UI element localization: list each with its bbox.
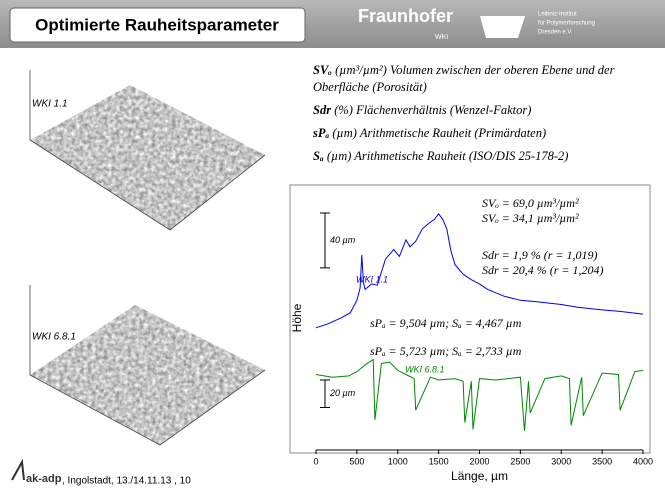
x-tick-label: 1000 <box>388 456 408 466</box>
x-tick-label: 3500 <box>592 456 612 466</box>
footer-logo: ak-adp <box>26 473 62 485</box>
y-axis-label: Höhe <box>290 303 304 332</box>
logo-ipf-text: Dresden e.V. <box>538 30 573 36</box>
x-tick-label: 0 <box>313 456 318 466</box>
annotation: SVₒ = 34,1 µm³/µm² <box>482 211 579 225</box>
annotation: SVₒ = 69,0 µm³/µm² <box>482 196 579 210</box>
sample-label: WKI 6.8.1 <box>32 332 76 343</box>
logo-ipf <box>480 16 525 38</box>
annotation: sPₐ = 5,723 µm; Sₐ = 2,733 µm <box>370 344 522 358</box>
logo-ipf-text: für Polymerforschung <box>538 21 595 27</box>
definition: SVₒ (µm³/µm²) Volumen zwischen der obere… <box>313 62 658 96</box>
logo-fraunhofer: Fraunhofer <box>358 6 453 26</box>
symbol: Sdr <box>313 103 331 117</box>
definitions: SVₒ (µm³/µm²) Volumen zwischen der obere… <box>313 62 658 171</box>
annotation: Sdr = 20,4 % (r = 1,204) <box>482 263 604 277</box>
x-tick-label: 2500 <box>510 456 530 466</box>
title: Optimierte Rauheitsparameter <box>35 15 279 34</box>
footer-icon <box>12 462 24 480</box>
definition: Sdr (%) Flächenverhältnis (Wenzel-Faktor… <box>313 102 658 119</box>
x-tick-label: 4000 <box>633 456 653 466</box>
x-tick-label: 3000 <box>551 456 571 466</box>
definition-text: (µm) Arithmetische Rauheit (Primärdaten) <box>332 126 546 140</box>
definition: Sₐ (µm) Arithmetische Rauheit (ISO/DIS 2… <box>313 148 658 165</box>
slide: {"header":{"title":"Optimierte Rauheitsp… <box>0 0 665 488</box>
definition-text: (µm³/µm²) Volumen zwischen der oberen Eb… <box>313 63 614 94</box>
series-label: WKI 1.1 <box>356 274 388 284</box>
annotation: Sdr = 1,9 % (r = 1,019) <box>482 248 598 262</box>
symbol: Sₐ <box>313 149 324 163</box>
definition-text: (µm) Arithmetische Rauheit (ISO/DIS 25-1… <box>327 149 569 163</box>
sample-label: WKI 1.1 <box>32 99 68 110</box>
definition-text: (%) Flächenverhältnis (Wenzel-Faktor) <box>334 103 531 117</box>
symbol: sPₐ <box>313 126 329 140</box>
symbol: SVₒ <box>313 63 332 77</box>
series-label: WKI 6.8.1 <box>405 364 445 374</box>
surface-image <box>30 70 265 230</box>
x-tick-label: 500 <box>349 456 364 466</box>
definition: sPₐ (µm) Arithmetische Rauheit (Primärda… <box>313 125 658 142</box>
logo-fraunhofer-sub: WKI <box>435 34 448 41</box>
surface-image <box>30 285 265 445</box>
x-tick-label: 2000 <box>469 456 489 466</box>
annotation: sPₐ = 9,504 µm; Sₐ = 4,467 µm <box>370 316 522 330</box>
scale-bar-label: 20 µm <box>329 388 356 398</box>
x-tick-label: 1500 <box>429 456 449 466</box>
scale-bar-label: 40 µm <box>330 235 356 245</box>
x-axis-label: Länge, µm <box>451 469 508 483</box>
footer-text: , Ingolstadt, 13./14.11.13 , 10 <box>62 476 191 487</box>
logo-ipf-text: Leibniz-Institut <box>538 12 577 18</box>
